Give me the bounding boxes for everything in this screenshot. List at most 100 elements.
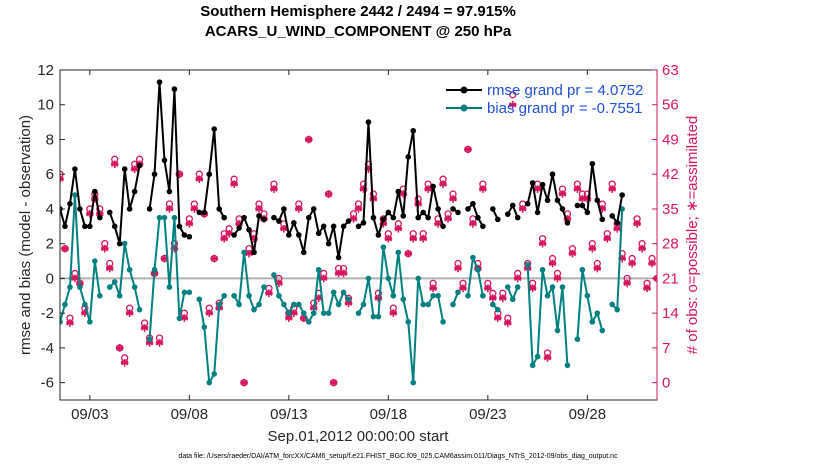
rmse-point: [574, 202, 581, 209]
x-tick-label: 09/08: [171, 406, 209, 423]
bias-point: [271, 272, 277, 278]
y-tick-label: 6: [46, 166, 54, 183]
bias-point: [111, 279, 118, 285]
x-tick-label: 09/13: [270, 406, 308, 423]
rmse-point: [161, 157, 168, 164]
rmse-line: [357, 121, 445, 236]
rmse-point: [455, 209, 461, 216]
rmse-point: [495, 216, 501, 223]
obs-assimilated-point: [449, 195, 457, 203]
obs-assimilated-point: [290, 309, 298, 317]
obs-assimilated-point: [643, 284, 651, 293]
bias-point: [77, 284, 83, 290]
rmse-point: [450, 206, 456, 212]
rmse-point: [72, 166, 78, 172]
bias-point: [410, 379, 417, 386]
obs-assimilated-point: [648, 259, 656, 268]
y-axis-label: rmse and bias (model - observation): [17, 115, 34, 355]
bias-point: [126, 266, 133, 273]
bias-point: [276, 292, 282, 299]
rmse-point: [151, 171, 158, 178]
legend-rmse-label: rmse grand pr = 4.0752: [487, 82, 643, 99]
obs-assimilated-point: [508, 100, 517, 109]
bias-point: [480, 292, 486, 299]
obs-assimilated-point: [304, 135, 313, 144]
obs-assimilated-point: [295, 205, 303, 213]
obs-assimilated-point: [489, 294, 497, 303]
rmse-point: [375, 232, 382, 238]
x-tick-label: 09/03: [71, 406, 109, 423]
rmse-point: [430, 183, 436, 190]
obs-assimilated-point: [608, 185, 617, 193]
bias-point: [310, 310, 317, 316]
rmse-point: [92, 188, 98, 195]
rmse-point: [156, 79, 163, 85]
obs-assimilated-point: [71, 274, 79, 283]
obs-assimilated-point: [130, 165, 139, 174]
rmse-point: [509, 202, 516, 209]
legend-rmse-marker: [460, 86, 468, 94]
bias-point: [599, 327, 606, 334]
obs-assimilated-point: [60, 175, 64, 183]
obs-assimilated-point: [439, 180, 447, 188]
rmse-point: [281, 206, 287, 212]
obs-assimilated-point: [444, 215, 452, 223]
obs-assimilated-point: [518, 205, 527, 213]
bias-point: [231, 292, 237, 299]
rmse-point: [216, 206, 222, 212]
y2-axis-label: # of obs: o=possible; ∗=assimilated: [684, 116, 701, 355]
rmse-point: [330, 223, 337, 230]
obs-assimilated-point: [419, 234, 427, 243]
rmse-point: [470, 200, 476, 207]
y2-tick-label: 0: [662, 375, 670, 392]
x-tick-label: 09/28: [569, 406, 607, 423]
rmse-point: [211, 126, 218, 132]
rmse-point: [415, 214, 422, 221]
rmse-point: [320, 223, 327, 230]
rmse-point: [186, 233, 193, 240]
obs-assimilated-point: [230, 180, 238, 188]
rmse-point: [276, 218, 282, 224]
obs-assimilated-point: [265, 289, 273, 298]
y2-tick-label: 35: [662, 201, 679, 218]
obs-assimilated-point: [165, 205, 174, 213]
rmse-point: [206, 171, 213, 178]
bias-point: [136, 306, 143, 313]
rmse-point: [544, 197, 551, 204]
y-tick-label: -4: [41, 340, 54, 357]
bias-point: [196, 296, 203, 303]
obs-assimilated-point: [220, 234, 228, 243]
obs-assimilated-point: [190, 205, 199, 213]
rmse-point: [475, 214, 481, 221]
obs-assimilated-point: [210, 254, 219, 263]
rmse-point: [221, 214, 227, 221]
rmse-point: [111, 223, 118, 230]
y2-tick-label: 63: [662, 62, 679, 79]
rmse-point: [380, 216, 387, 223]
bias-point: [121, 240, 128, 247]
bias-point: [415, 275, 422, 282]
bias-point: [440, 319, 446, 325]
rmse-point: [504, 211, 511, 217]
rmse-point: [529, 180, 536, 186]
rmse-point: [136, 162, 143, 169]
asterisk-stroke: [653, 275, 657, 280]
obs-assimilated-point: [454, 264, 462, 273]
obs-assimilated-point: [548, 259, 557, 268]
obs-assimilated-point: [424, 185, 432, 193]
obs-assimilated-point: [255, 205, 263, 213]
bias-point: [465, 292, 471, 299]
bias-point: [405, 319, 412, 325]
rmse-point: [146, 206, 153, 212]
obs-assimilated-point: [329, 378, 338, 387]
bias-line: [466, 256, 484, 296]
rmse-point: [559, 206, 566, 212]
obs-assimilated-point: [613, 224, 621, 233]
obs-assimilated-point: [66, 319, 74, 327]
bias-point: [161, 214, 168, 221]
bias-point: [335, 301, 342, 308]
obs-assimilated-point: [628, 259, 636, 268]
obs-assimilated-point: [538, 239, 547, 248]
y-tick-label: 0: [46, 270, 54, 287]
rmse-point: [315, 230, 322, 237]
